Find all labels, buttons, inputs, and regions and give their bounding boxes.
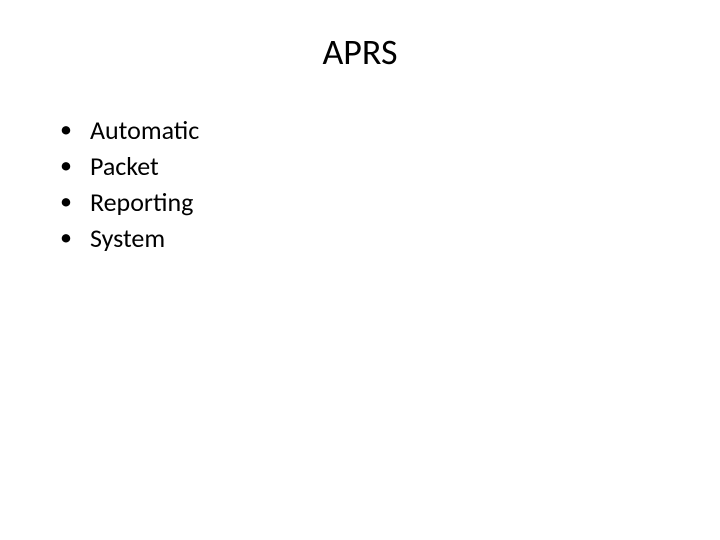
bullet-icon: • <box>60 114 72 146</box>
bullet-text: Automatic <box>90 114 199 146</box>
list-item: • Automatic <box>60 114 670 146</box>
slide-title: APRS <box>50 30 670 74</box>
list-item: • Reporting <box>60 186 670 218</box>
bullet-icon: • <box>60 186 72 218</box>
bullet-list: • Automatic • Packet • Reporting • Syste… <box>50 114 670 254</box>
bullet-icon: • <box>60 150 72 182</box>
bullet-icon: • <box>60 222 72 254</box>
list-item: • System <box>60 222 670 254</box>
list-item: • Packet <box>60 150 670 182</box>
bullet-text: System <box>90 222 165 254</box>
bullet-text: Packet <box>90 150 159 182</box>
slide-container: APRS • Automatic • Packet • Reporting • … <box>0 0 720 540</box>
bullet-text: Reporting <box>90 186 193 218</box>
